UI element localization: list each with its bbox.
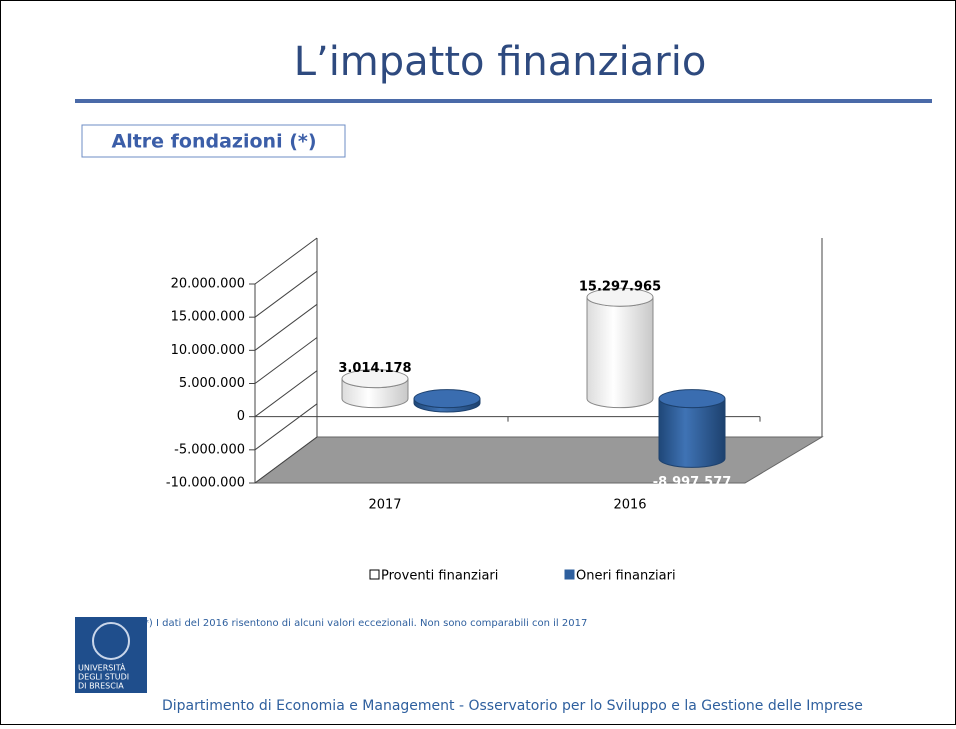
grid-line <box>254 436 318 484</box>
footnote: (*) I dati del 2016 risentono di alcuni … <box>140 618 587 629</box>
data-label: 3.014.178 <box>338 361 411 376</box>
y-tick-label: 15.000.000 <box>171 310 245 325</box>
grid-line <box>254 270 318 318</box>
grid-line <box>254 403 318 451</box>
y-tick-label: -10.000.000 <box>166 476 245 491</box>
grid-line <box>254 370 318 418</box>
footer: Dipartimento di Economia e Management - … <box>162 698 863 714</box>
grid-line <box>254 337 318 384</box>
section-label: Altre fondazioni (*) <box>111 131 316 153</box>
legend-swatch <box>564 569 575 580</box>
data-label: 15.297.965 <box>579 280 661 295</box>
y-tick-label: 5.000.000 <box>179 376 245 391</box>
logo <box>75 617 147 693</box>
logo-text: UNIVERSITÀ <box>78 662 126 673</box>
y-tick-label: 0 <box>237 409 245 424</box>
cylinder <box>586 297 654 409</box>
x-tick-label: 2016 <box>613 498 646 513</box>
logo-text: DEGLI STUDI <box>78 673 129 682</box>
logo-seal <box>92 622 130 660</box>
legend-swatch <box>369 569 380 580</box>
grid-line <box>254 303 318 351</box>
y-tick-label: -5.000.000 <box>174 442 245 457</box>
grid-line <box>254 237 318 285</box>
data-label: -652.514 <box>415 419 480 434</box>
data-label: -8.997.577 <box>653 475 732 490</box>
section-box <box>81 124 346 158</box>
logo-text: DI BRESCIA <box>78 682 124 691</box>
x-tick-label: 2017 <box>368 498 401 513</box>
cylinder <box>658 398 726 468</box>
legend-label: Oneri finanziari <box>576 569 676 584</box>
legend-label: Proventi finanziari <box>381 569 498 584</box>
y-tick-label: 20.000.000 <box>171 277 245 292</box>
slide-title: L’impatto finanziario <box>294 39 707 85</box>
y-tick-label: 10.000.000 <box>171 343 245 358</box>
floor <box>253 436 824 484</box>
cylinder-top <box>586 287 654 307</box>
cylinder-top <box>413 389 481 409</box>
chart: -10.000.000 -5.000.000 0 5.000.000 10.000.00… <box>166 237 824 584</box>
cylinder-top <box>341 369 409 389</box>
cylinder-top <box>658 389 726 409</box>
